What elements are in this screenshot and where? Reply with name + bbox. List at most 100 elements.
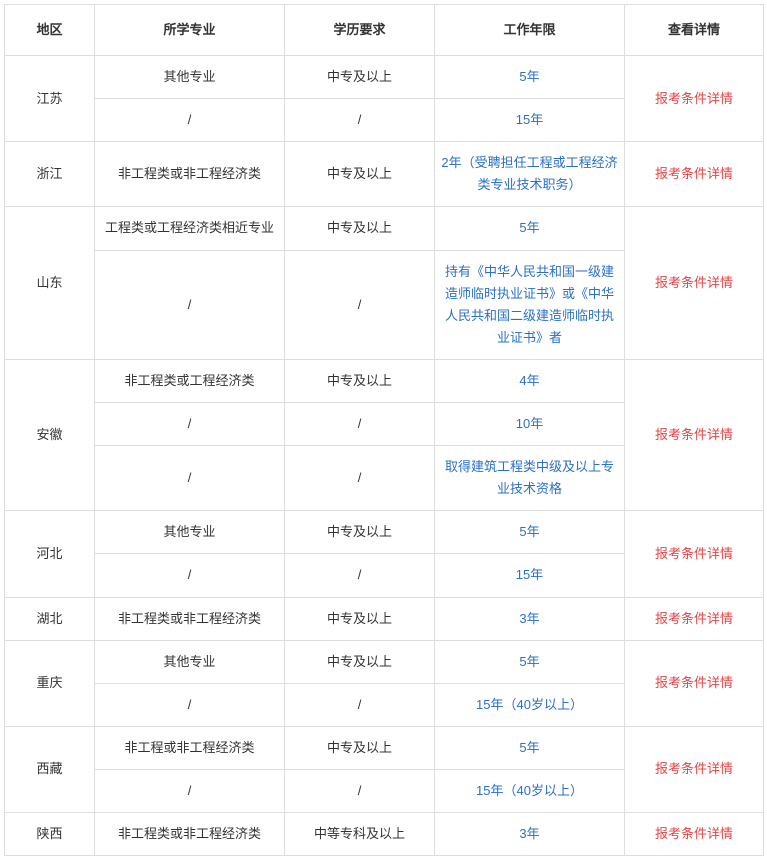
cell-edu: 中专及以上 <box>285 56 435 99</box>
detail-link[interactable]: 报考条件详情 <box>655 611 733 626</box>
cell-detail: 报考条件详情 <box>625 207 764 359</box>
cell-region: 西藏 <box>5 726 95 812</box>
work-years-link[interactable]: 持有《中华人民共和国一级建造师临时执业证书》或《中华人民共和国二级建造师临时执业… <box>445 264 614 345</box>
cell-edu: 中专及以上 <box>285 726 435 769</box>
detail-link[interactable]: 报考条件详情 <box>655 761 733 776</box>
work-years-link[interactable]: 4年 <box>519 373 539 388</box>
work-years-link[interactable]: 3年 <box>519 611 539 626</box>
cell-major: / <box>95 554 285 597</box>
cell-region: 安徽 <box>5 359 95 510</box>
cell-detail: 报考条件详情 <box>625 511 764 597</box>
work-years-link[interactable]: 2年（受聘担任工程或工程经济类专业技术职务） <box>441 155 617 192</box>
cell-year: 15年 <box>435 99 625 142</box>
cell-edu: / <box>285 554 435 597</box>
table-row: 安徽非工程类或工程经济类中专及以上4年报考条件详情 <box>5 359 764 402</box>
cell-edu: / <box>285 446 435 511</box>
cell-detail: 报考条件详情 <box>625 640 764 726</box>
cell-major: 其他专业 <box>95 56 285 99</box>
cell-edu: 中专及以上 <box>285 207 435 250</box>
requirements-table: 地区 所学专业 学历要求 工作年限 查看详情 江苏其他专业中专及以上5年报考条件… <box>4 4 764 856</box>
cell-major: / <box>95 403 285 446</box>
cell-major: 工程类或工程经济类相近专业 <box>95 207 285 250</box>
cell-detail: 报考条件详情 <box>625 726 764 812</box>
cell-year: 5年 <box>435 207 625 250</box>
table-row: 江苏其他专业中专及以上5年报考条件详情 <box>5 56 764 99</box>
work-years-link[interactable]: 15年 <box>516 567 543 582</box>
work-years-link[interactable]: 15年 <box>516 112 543 127</box>
cell-year: 15年 <box>435 554 625 597</box>
work-years-link[interactable]: 5年 <box>519 524 539 539</box>
cell-year: 3年 <box>435 597 625 640</box>
cell-detail: 报考条件详情 <box>625 56 764 142</box>
cell-year: 10年 <box>435 403 625 446</box>
work-years-link[interactable]: 取得建筑工程类中级及以上专业技术资格 <box>445 459 614 496</box>
cell-major: / <box>95 99 285 142</box>
work-years-link[interactable]: 5年 <box>519 654 539 669</box>
table-row: 河北其他专业中专及以上5年报考条件详情 <box>5 511 764 554</box>
cell-year: 5年 <box>435 640 625 683</box>
table-row: 陕西非工程类或非工程经济类中等专科及以上 3年 报考条件详情 <box>5 812 764 855</box>
work-years-link[interactable]: 5年 <box>519 220 539 235</box>
cell-edu: / <box>285 403 435 446</box>
cell-edu: / <box>285 250 435 359</box>
cell-region: 江苏 <box>5 56 95 142</box>
cell-year: 15年（40岁以上） <box>435 683 625 726</box>
cell-year: 取得建筑工程类中级及以上专业技术资格 <box>435 446 625 511</box>
cell-edu: 中专及以上 <box>285 359 435 402</box>
work-years-link[interactable]: 5年 <box>519 69 539 84</box>
detail-link[interactable]: 报考条件详情 <box>655 427 733 442</box>
cell-edu: 中专及以上 <box>285 511 435 554</box>
cell-major: 非工程类或非工程经济类 <box>95 142 285 207</box>
cell-detail: 报考条件详情 <box>625 597 764 640</box>
cell-major: 非工程类或非工程经济类 <box>95 812 285 855</box>
cell-year: 4年 <box>435 359 625 402</box>
table-row: 西藏非工程或非工程经济类中专及以上5年报考条件详情 <box>5 726 764 769</box>
table-row: 山东工程类或工程经济类相近专业中专及以上5年报考条件详情 <box>5 207 764 250</box>
cell-year: 3年 <box>435 812 625 855</box>
work-years-link[interactable]: 15年（40岁以上） <box>476 697 583 712</box>
cell-edu: / <box>285 683 435 726</box>
detail-link[interactable]: 报考条件详情 <box>655 166 733 181</box>
cell-major: 非工程或非工程经济类 <box>95 726 285 769</box>
cell-major: 其他专业 <box>95 511 285 554</box>
col-header-detail: 查看详情 <box>625 5 764 56</box>
cell-major: / <box>95 250 285 359</box>
cell-year: 5年 <box>435 511 625 554</box>
cell-edu: 中专及以上 <box>285 142 435 207</box>
work-years-link[interactable]: 15年（40岁以上） <box>476 783 583 798</box>
cell-edu: 中等专科及以上 <box>285 812 435 855</box>
cell-region: 湖北 <box>5 597 95 640</box>
col-header-edu: 学历要求 <box>285 5 435 56</box>
detail-link[interactable]: 报考条件详情 <box>655 826 733 841</box>
cell-year: 持有《中华人民共和国一级建造师临时执业证书》或《中华人民共和国二级建造师临时执业… <box>435 250 625 359</box>
cell-region: 山东 <box>5 207 95 359</box>
cell-region: 陕西 <box>5 812 95 855</box>
cell-edu: 中专及以上 <box>285 597 435 640</box>
table-row: 湖北非工程类或非工程经济类中专及以上3年报考条件详情 <box>5 597 764 640</box>
table-body: 江苏其他专业中专及以上5年报考条件详情//15年浙江非工程类或非工程经济类中专及… <box>5 56 764 856</box>
work-years-link[interactable]: 5年 <box>519 740 539 755</box>
cell-major: 非工程类或工程经济类 <box>95 359 285 402</box>
table-row: 重庆其他专业中专及以上5年报考条件详情 <box>5 640 764 683</box>
cell-region: 重庆 <box>5 640 95 726</box>
detail-link[interactable]: 报考条件详情 <box>655 91 733 106</box>
cell-major: 其他专业 <box>95 640 285 683</box>
cell-edu: / <box>285 99 435 142</box>
cell-year: 5年 <box>435 56 625 99</box>
cell-major: / <box>95 446 285 511</box>
table-header-row: 地区 所学专业 学历要求 工作年限 查看详情 <box>5 5 764 56</box>
cell-major: / <box>95 683 285 726</box>
work-years-link[interactable]: 10年 <box>516 416 543 431</box>
col-header-region: 地区 <box>5 5 95 56</box>
work-years-link[interactable]: 3年 <box>519 826 539 841</box>
col-header-major: 所学专业 <box>95 5 285 56</box>
detail-link[interactable]: 报考条件详情 <box>655 675 733 690</box>
detail-link[interactable]: 报考条件详情 <box>655 546 733 561</box>
detail-link[interactable]: 报考条件详情 <box>655 275 733 290</box>
cell-region: 河北 <box>5 511 95 597</box>
col-header-year: 工作年限 <box>435 5 625 56</box>
cell-region: 浙江 <box>5 142 95 207</box>
table-row: 浙江非工程类或非工程经济类中专及以上2年（受聘担任工程或工程经济类专业技术职务）… <box>5 142 764 207</box>
cell-detail: 报考条件详情 <box>625 142 764 207</box>
cell-detail: 报考条件详情 <box>625 812 764 855</box>
